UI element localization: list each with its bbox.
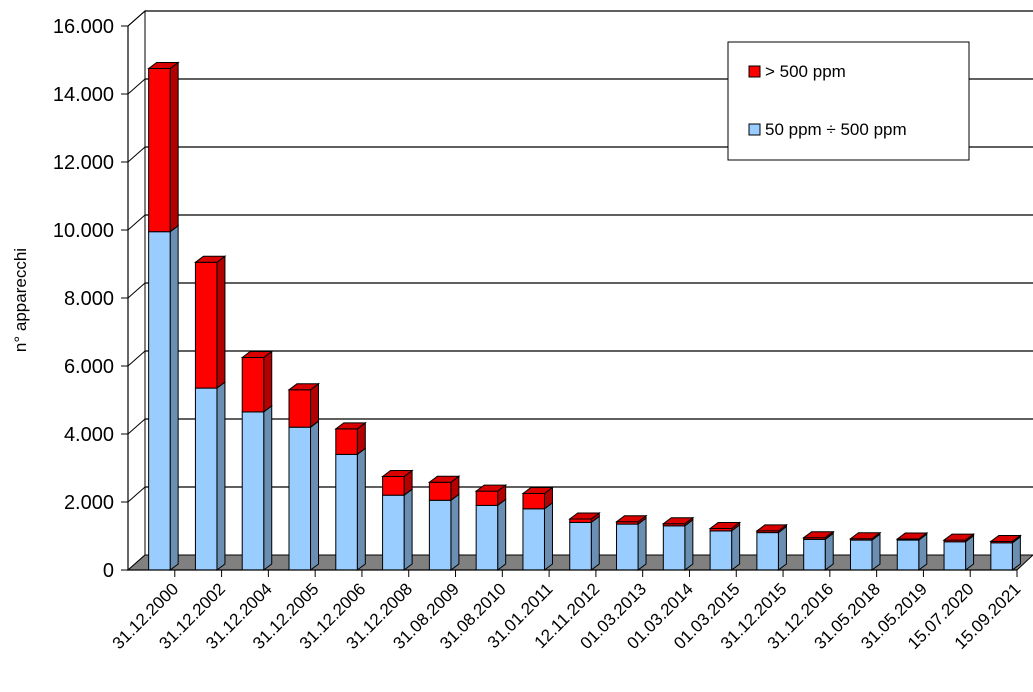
bar-over-500-top xyxy=(334,422,367,430)
bar-over-500 xyxy=(288,389,312,428)
y-tick-labels: 0 2.000 4.000 6.000 8.000 10.000 12.000 14.000 1… xyxy=(53,16,114,582)
bar-50-500 xyxy=(522,508,545,571)
bar-over-500 xyxy=(382,476,405,496)
bar-50-500 xyxy=(803,538,826,571)
bar-50-500-side xyxy=(543,501,553,571)
bar-50-500-side xyxy=(169,224,179,571)
bar-50-500 xyxy=(382,494,405,571)
x-tick-labels: 31.12.200031.12.200231.12.200431.12.2005… xyxy=(109,579,1025,653)
y-tick-label: 8.000 xyxy=(64,288,114,310)
bar-over-500-top xyxy=(521,487,554,494)
bar-50-500 xyxy=(569,521,592,571)
bar-over-500-top xyxy=(895,532,929,540)
bar-50-500 xyxy=(849,539,873,571)
y-tick-label: 0 xyxy=(103,560,114,582)
bar-50-500 xyxy=(756,532,779,571)
gridline-side xyxy=(127,10,146,27)
bar-50-500-side xyxy=(356,447,366,571)
gridline-side xyxy=(127,78,146,95)
bar-over-500-top xyxy=(427,475,461,483)
bar-50-500 xyxy=(616,523,639,571)
legend-swatch-50-500 xyxy=(748,123,761,136)
bar-50-500-side xyxy=(497,498,507,571)
bar-over-500-top xyxy=(942,533,976,541)
bar-over-500 xyxy=(335,428,358,455)
bar-over-500-top xyxy=(474,484,508,492)
bar-over-500 xyxy=(148,68,171,233)
bar-50-500-side xyxy=(216,381,226,571)
bar-over-500 xyxy=(194,261,218,389)
bar-50-500 xyxy=(241,411,265,571)
axes-group xyxy=(121,25,1018,577)
bar-over-500-top xyxy=(147,62,180,69)
bar-50-500 xyxy=(475,504,499,571)
bar-over-500 xyxy=(241,357,265,413)
gridline-side xyxy=(127,214,146,231)
bar-over-500 xyxy=(569,518,592,523)
y-tick-label: 6.000 xyxy=(64,356,114,378)
legend-swatch-over-500 xyxy=(748,65,761,78)
bar-50-500-side xyxy=(731,523,741,571)
y-tick-label: 4.000 xyxy=(64,424,114,446)
gridline-side xyxy=(127,282,146,299)
bar-50-500-side xyxy=(263,404,273,571)
bar-50-500 xyxy=(335,453,358,571)
bar-50-500 xyxy=(428,499,452,571)
bar-over-500-side xyxy=(263,350,273,413)
bars-group xyxy=(147,61,1022,571)
y-axis-label: n° apparecchi xyxy=(11,248,30,352)
y-tick-label: 14.000 xyxy=(53,84,114,106)
bar-over-500-top xyxy=(193,255,227,263)
bar-over-500-top xyxy=(755,524,788,532)
bar-over-500-top xyxy=(381,470,414,477)
bar-50-500-side xyxy=(637,517,647,571)
bar-50-500-side xyxy=(403,488,413,571)
gridline-side xyxy=(127,418,146,435)
bar-over-500 xyxy=(428,481,452,501)
legend: > 500 ppm 50 ppm ÷ 500 ppm xyxy=(727,41,970,161)
legend-box xyxy=(727,41,970,161)
bar-over-500 xyxy=(522,493,545,510)
gridline-side xyxy=(127,486,146,503)
bar-over-500-top xyxy=(708,522,742,530)
bar-over-500-top xyxy=(661,517,695,525)
y-tick-label: 2.000 xyxy=(64,492,114,514)
bar-over-500-top xyxy=(802,531,835,539)
legend-label-over-500: > 500 ppm xyxy=(765,62,846,81)
legend-label-50-500: 50 ppm ÷ 500 ppm xyxy=(765,120,907,139)
bar-over-500 xyxy=(475,490,499,506)
y-tick-label: 16.000 xyxy=(53,16,114,38)
bar-50-500 xyxy=(990,542,1013,571)
bar-50-500 xyxy=(943,541,967,571)
bar-over-500-side xyxy=(310,382,320,429)
bar-over-500-top xyxy=(989,534,1022,542)
bar-50-500-side xyxy=(777,525,787,571)
bar-over-500-top xyxy=(848,532,882,540)
bar-over-500-top xyxy=(287,383,321,391)
bar-50-500 xyxy=(148,231,171,571)
bar-50-500-side xyxy=(450,493,460,571)
bar-over-500-side xyxy=(169,61,179,233)
bar-50-500 xyxy=(662,525,686,571)
y-tick-label: 12.000 xyxy=(53,152,114,174)
y-tick-label: 10.000 xyxy=(53,220,114,242)
bar-50-500 xyxy=(194,387,218,571)
bar-over-500-top xyxy=(568,512,601,520)
bar-50-500 xyxy=(896,539,920,571)
gridline-side xyxy=(127,146,146,163)
bar-over-500-top xyxy=(615,515,648,523)
bar-50-500 xyxy=(288,426,312,571)
bar-50-500-side xyxy=(684,518,694,571)
bar-50-500-side xyxy=(310,420,320,571)
bar-over-500-side xyxy=(216,255,226,390)
gridline-side xyxy=(127,350,146,367)
bar-50-500 xyxy=(709,530,733,571)
bar-50-500-side xyxy=(590,515,600,571)
bar-over-500-top xyxy=(240,351,274,358)
